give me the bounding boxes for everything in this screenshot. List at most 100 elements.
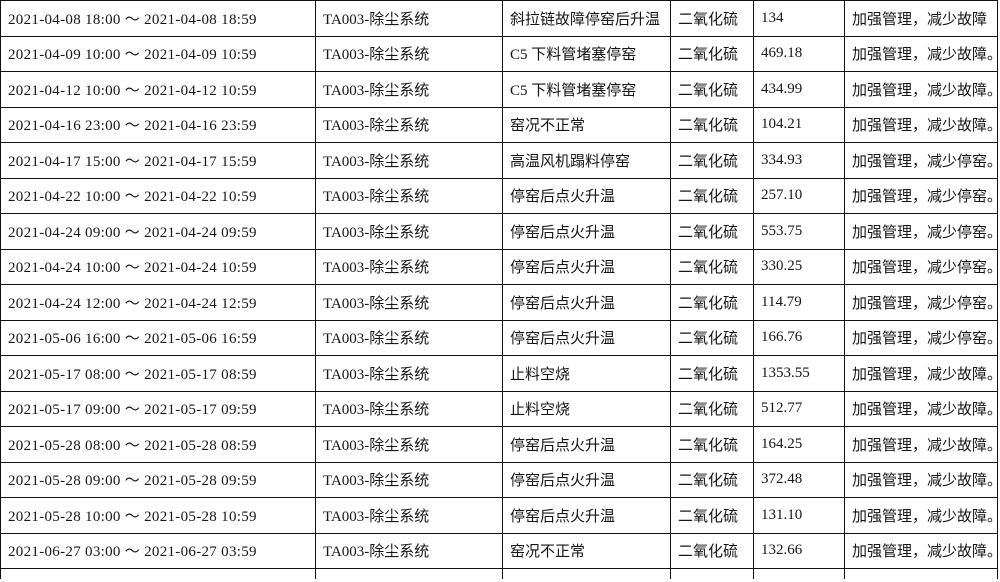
cell-system: TA003-除尘系统 (315, 35, 503, 72)
cell-system: TA003-除尘系统 (315, 284, 503, 321)
table-row: 2021-04-22 10:00 ～ 2021-04-22 10:59 TA003… (0, 177, 998, 214)
cell-time-range: 2021-04-24 09:00 ～ 2021-04-24 09:59 (0, 213, 316, 250)
cell-advice: 加强管理，减少停窑。 (844, 213, 998, 250)
cell-value: 166.76 (753, 319, 845, 356)
cell-time-range: 2021-04-22 10:00 ～ 2021-04-22 10:59 (0, 177, 316, 214)
cell-time-range: 2021-05-28 10:00 ～ 2021-05-28 10:59 (0, 497, 316, 534)
table-row: 2021-04-17 15:00 ～ 2021-04-17 15:59 TA003… (0, 142, 998, 179)
cell-advice: 加强管理，减少停窑。 (844, 177, 998, 214)
cell-pollutant: 二氧化硫 (670, 497, 754, 534)
cell-system: TA003-除尘系统 (315, 390, 503, 427)
table-row: 2021-05-28 09:00 ～ 2021-05-28 09:59 TA003… (0, 461, 998, 498)
cell-empty (502, 568, 671, 579)
cell-pollutant: 二氧化硫 (670, 390, 754, 427)
cell-value: 372.48 (753, 461, 845, 498)
cell-value: 334.93 (753, 142, 845, 179)
cell-time-range: 2021-06-27 03:00 ～ 2021-06-27 03:59 (0, 532, 316, 569)
table-row: 2021-04-12 10:00 ～ 2021-04-12 10:59 TA003… (0, 71, 998, 108)
cell-time-range: 2021-05-06 16:00 ～ 2021-05-06 16:59 (0, 319, 316, 356)
cell-time-range: 2021-04-17 15:00 ～ 2021-04-17 15:59 (0, 142, 316, 179)
cell-system: TA003-除尘系统 (315, 177, 503, 214)
table-row: 2021-04-24 10:00 ～ 2021-04-24 10:59 TA003… (0, 248, 998, 285)
cell-pollutant: 二氧化硫 (670, 532, 754, 569)
cell-empty (753, 568, 845, 579)
cell-value: 104.21 (753, 106, 845, 143)
cell-reason: 停窑后点火升温 (502, 461, 671, 498)
cell-system: TA003-除尘系统 (315, 248, 503, 285)
cell-reason: 停窑后点火升温 (502, 284, 671, 321)
table-row: 2021-05-06 16:00 ～ 2021-05-06 16:59 TA003… (0, 319, 998, 356)
cell-reason: C5 下料管堵塞停窑 (502, 71, 671, 108)
cell-advice: 加强管理，减少故障。 (844, 497, 998, 534)
cell-system: TA003-除尘系统 (315, 426, 503, 463)
cell-time-range: 2021-04-12 10:00 ～ 2021-04-12 10:59 (0, 71, 316, 108)
cell-time-range: 2021-04-08 18:00 ～ 2021-04-08 18:59 (0, 0, 316, 37)
cell-pollutant: 二氧化硫 (670, 71, 754, 108)
cell-reason: 窑况不正常 (502, 532, 671, 569)
cell-value: 114.79 (753, 284, 845, 321)
cell-system: TA003-除尘系统 (315, 71, 503, 108)
cell-advice: 加强管理，减少停窑。 (844, 284, 998, 321)
cell-value: 164.25 (753, 426, 845, 463)
cell-advice: 加强管理，减少停窑。 (844, 248, 998, 285)
cell-reason: 窑况不正常 (502, 106, 671, 143)
cell-advice: 加强管理，减少故障 (844, 0, 998, 37)
cell-advice: 加强管理，减少故障。 (844, 106, 998, 143)
cell-value: 434.99 (753, 71, 845, 108)
cell-system: TA003-除尘系统 (315, 213, 503, 250)
cell-reason: 高温风机蹋料停窑 (502, 142, 671, 179)
table-row: 2021-05-28 08:00 ～ 2021-05-28 08:59 TA003… (0, 426, 998, 463)
cell-empty (844, 568, 998, 579)
cell-empty (0, 568, 316, 579)
cell-time-range: 2021-04-16 23:00 ～ 2021-04-16 23:59 (0, 106, 316, 143)
cell-reason: 斜拉链故障停窑后升温 (502, 0, 671, 37)
table-row: 2021-06-27 03:00 ～ 2021-06-27 03:59 TA003… (0, 532, 998, 569)
cell-value: 131.10 (753, 497, 845, 534)
cell-system: TA003-除尘系统 (315, 355, 503, 392)
table-row: 2021-05-28 10:00 ～ 2021-05-28 10:59 TA003… (0, 497, 998, 534)
table-row: 2021-04-16 23:00 ～ 2021-04-16 23:59 TA003… (0, 106, 998, 143)
cell-value: 553.75 (753, 213, 845, 250)
cell-value: 257.10 (753, 177, 845, 214)
table-row: 2021-04-09 10:00 ～ 2021-04-09 10:59 TA003… (0, 35, 998, 72)
cell-pollutant: 二氧化硫 (670, 355, 754, 392)
cell-value: 330.25 (753, 248, 845, 285)
cell-pollutant: 二氧化硫 (670, 213, 754, 250)
cell-pollutant: 二氧化硫 (670, 461, 754, 498)
cell-value: 512.77 (753, 390, 845, 427)
cell-pollutant: 二氧化硫 (670, 284, 754, 321)
cell-value: 132.66 (753, 532, 845, 569)
cell-system: TA003-除尘系统 (315, 0, 503, 37)
cell-advice: 加强管理，减少故障。 (844, 71, 998, 108)
table-row: 2021-04-24 12:00 ～ 2021-04-24 12:59 TA003… (0, 284, 998, 321)
cell-time-range: 2021-04-24 10:00 ～ 2021-04-24 10:59 (0, 248, 316, 285)
cell-system: TA003-除尘系统 (315, 142, 503, 179)
cell-advice: 加强管理，减少故障。 (844, 426, 998, 463)
cell-empty (315, 568, 503, 579)
cell-time-range: 2021-04-24 12:00 ～ 2021-04-24 12:59 (0, 284, 316, 321)
cell-system: TA003-除尘系统 (315, 532, 503, 569)
cell-advice: 加强管理，减少停窑。 (844, 319, 998, 356)
cell-pollutant: 二氧化硫 (670, 106, 754, 143)
cell-value: 1353.55 (753, 355, 845, 392)
cell-pollutant: 二氧化硫 (670, 426, 754, 463)
cell-system: TA003-除尘系统 (315, 106, 503, 143)
cell-pollutant: 二氧化硫 (670, 0, 754, 37)
cell-reason: C5 下料管堵塞停窑 (502, 35, 671, 72)
cell-advice: 加强管理，减少停窑。 (844, 142, 998, 179)
cell-empty (670, 568, 754, 579)
cell-system: TA003-除尘系统 (315, 461, 503, 498)
cell-time-range: 2021-05-28 08:00 ～ 2021-05-28 08:59 (0, 426, 316, 463)
table-row: 2021-05-17 09:00 ～ 2021-05-17 09:59 TA003… (0, 390, 998, 427)
cell-advice: 加强管理，减少故障。 (844, 35, 998, 72)
table-row-partial (0, 568, 998, 579)
cell-time-range: 2021-05-28 09:00 ～ 2021-05-28 09:59 (0, 461, 316, 498)
cell-pollutant: 二氧化硫 (670, 142, 754, 179)
cell-reason: 止料空烧 (502, 390, 671, 427)
cell-advice: 加强管理，减少故障。 (844, 532, 998, 569)
cell-system: TA003-除尘系统 (315, 319, 503, 356)
cell-advice: 加强管理，减少故障。 (844, 355, 998, 392)
